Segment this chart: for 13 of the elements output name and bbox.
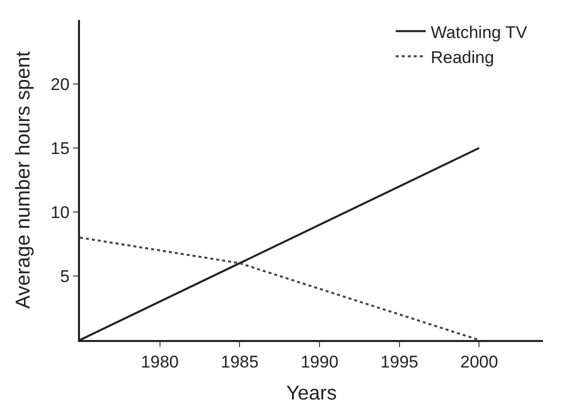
x-axis-title: Years [286, 382, 337, 404]
legend-label: Reading [430, 48, 494, 67]
legend-label: Watching TV [430, 22, 528, 42]
y-axis-title: Average number hours spent [12, 50, 35, 309]
x-tick-label: 2000 [460, 352, 498, 372]
x-tick-label: 1990 [300, 352, 338, 372]
y-tick-label: 20 [50, 74, 70, 94]
x-tick-label: 1995 [380, 352, 418, 372]
x-tick-label: 1985 [220, 352, 259, 372]
y-tick-label: 5 [60, 266, 70, 286]
y-tick-label: 15 [50, 138, 70, 158]
y-tick-label: 10 [50, 202, 70, 222]
x-tick-label: 1980 [140, 352, 179, 372]
